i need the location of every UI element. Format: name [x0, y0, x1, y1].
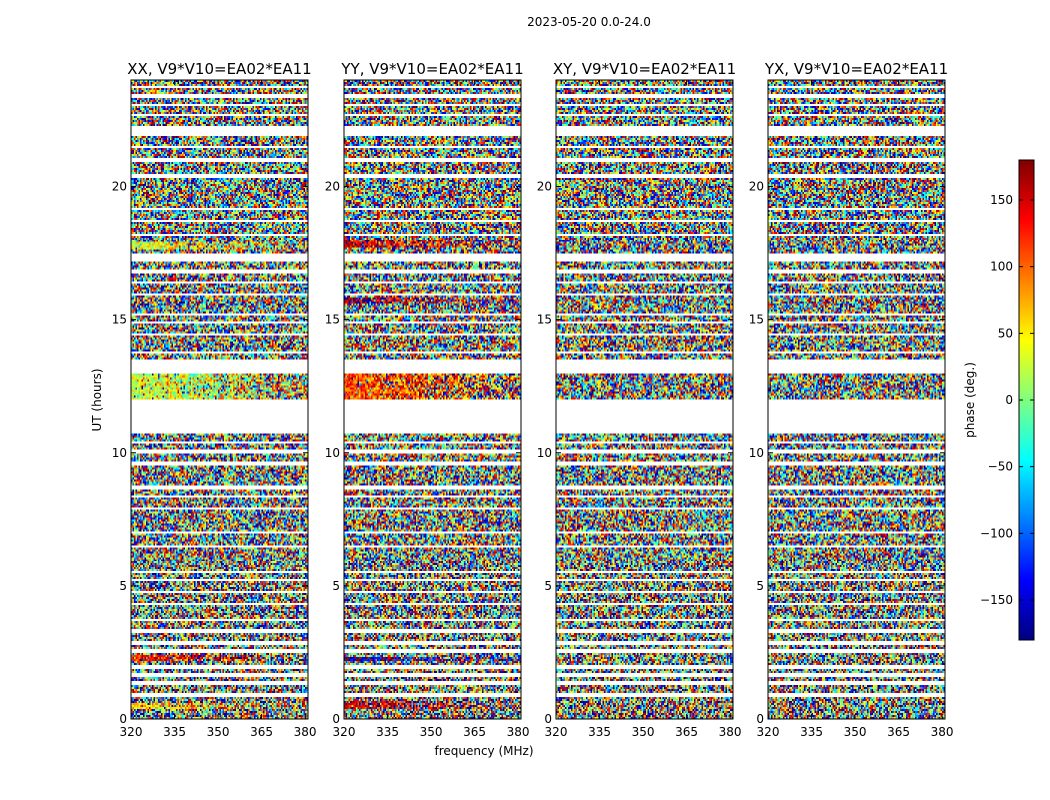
y-tick-label: 15	[325, 313, 340, 327]
axes-frame-3	[555, 79, 734, 720]
x-tick-label: 320	[757, 725, 780, 739]
phase-heatmap-1	[131, 80, 308, 719]
x-tick-label: 380	[719, 725, 742, 739]
y-tick-label: 15	[749, 313, 764, 327]
y-tick-label: 10	[325, 446, 340, 460]
colorbar-tick-label: −50	[988, 460, 1013, 474]
x-tick-label: 320	[545, 725, 568, 739]
panels: XX, V9*V10=EA02*EA11 320 335 350 365 380 0 5 10 1…	[112, 60, 954, 739]
colorbar-tick-label: 100	[990, 260, 1013, 274]
x-tick-label: 380	[931, 725, 954, 739]
y-tick-label: 15	[537, 313, 552, 327]
x-tick-label: 335	[800, 725, 823, 739]
panel-title-3: XY, V9*V10=EA02*EA11	[553, 60, 736, 78]
axes-frame-4	[767, 79, 946, 720]
x-tick-label: 335	[163, 725, 186, 739]
y-tick-label: 5	[756, 579, 764, 593]
axes-frame-1	[130, 79, 309, 720]
x-axis-label: frequency (MHz)	[434, 744, 533, 758]
panel-title-1: XX, V9*V10=EA02*EA11	[127, 60, 311, 78]
y-tick-label: 20	[749, 180, 764, 194]
y-tick-label: 20	[325, 180, 340, 194]
y-tick-label: 5	[332, 579, 340, 593]
y-tick-label: 0	[119, 712, 127, 726]
panel-3: XY, V9*V10=EA02*EA11 320 335 350 365 380 0 5 10 1…	[537, 60, 742, 739]
y-tick-label: 10	[112, 446, 127, 460]
x-tick-label: 350	[207, 725, 230, 739]
x-tick-label: 380	[507, 725, 530, 739]
colorbar-tick-label: −100	[980, 526, 1013, 540]
x-tick-label: 350	[844, 725, 867, 739]
phase-heatmap-2	[344, 80, 521, 719]
colorbar-tick-label: −150	[980, 593, 1013, 607]
colorbar-tick-label: 150	[990, 193, 1013, 207]
x-tick-label: 365	[463, 725, 486, 739]
x-tick-label: 380	[294, 725, 317, 739]
y-axis-label: UT (hours)	[90, 368, 104, 431]
panel-4: YX, V9*V10=EA02*EA11 320 335 350 365 380 0 5 10 1…	[749, 60, 954, 739]
colorbar: 150 100 50 0 −50 −100 −150 phase (deg.)	[963, 159, 1035, 641]
colorbar-tick-label: 0	[1005, 393, 1013, 407]
y-tick-label: 5	[119, 579, 127, 593]
x-tick-label: 335	[588, 725, 611, 739]
y-tick-label: 10	[537, 446, 552, 460]
y-tick-label: 15	[112, 313, 127, 327]
y-tick-label: 5	[544, 579, 552, 593]
x-tick-label: 335	[376, 725, 399, 739]
y-tick-label: 10	[749, 446, 764, 460]
x-tick-label: 365	[250, 725, 273, 739]
panel-2: YY, V9*V10=EA02*EA11 320 335 350 365 380 0 5 10 1…	[325, 60, 530, 739]
colorbar-label: phase (deg.)	[963, 362, 977, 438]
panel-1: XX, V9*V10=EA02*EA11 320 335 350 365 380 0 5 10 1…	[112, 60, 317, 739]
x-tick-label: 350	[420, 725, 443, 739]
x-tick-label: 320	[120, 725, 143, 739]
colorbar-tick-label: 50	[998, 326, 1013, 340]
y-tick-label: 0	[756, 712, 764, 726]
x-tick-label: 320	[333, 725, 356, 739]
y-tick-label: 20	[537, 180, 552, 194]
figure-suptitle: 2023-05-20 0.0-24.0	[527, 15, 651, 29]
y-tick-label: 20	[112, 180, 127, 194]
y-tick-label: 0	[332, 712, 340, 726]
panel-title-4: YX, V9*V10=EA02*EA11	[764, 60, 948, 78]
x-tick-label: 350	[632, 725, 655, 739]
phase-heatmap-3	[556, 80, 733, 719]
phase-heatmap-4	[768, 80, 945, 719]
axes-frame-2	[343, 79, 522, 720]
x-tick-label: 365	[887, 725, 910, 739]
x-tick-label: 365	[675, 725, 698, 739]
y-tick-label: 0	[544, 712, 552, 726]
panel-title-2: YY, V9*V10=EA02*EA11	[340, 60, 523, 78]
